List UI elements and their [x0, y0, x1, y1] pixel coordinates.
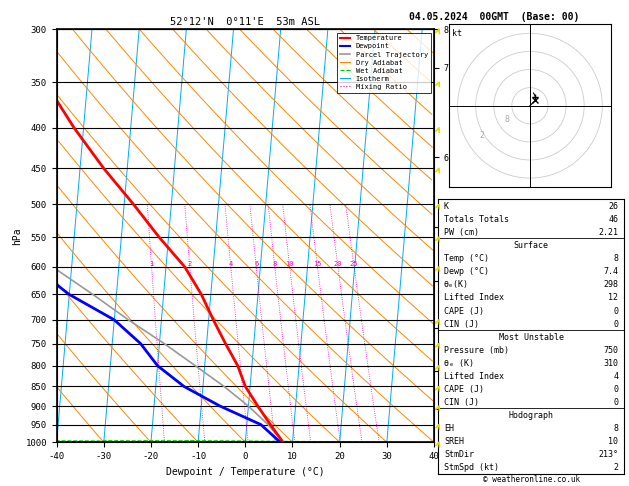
- Text: PW (cm): PW (cm): [444, 228, 479, 237]
- Text: 4: 4: [613, 372, 618, 381]
- Text: 10: 10: [286, 261, 294, 267]
- Text: 1: 1: [150, 261, 153, 267]
- Text: StmSpd (kt): StmSpd (kt): [444, 464, 499, 472]
- Text: 0: 0: [613, 320, 618, 329]
- Text: 4: 4: [229, 261, 233, 267]
- Text: kt: kt: [452, 29, 462, 38]
- Text: 310: 310: [603, 359, 618, 368]
- Text: CAPE (J): CAPE (J): [444, 307, 484, 315]
- Text: 213°: 213°: [598, 451, 618, 459]
- Text: 10: 10: [608, 437, 618, 446]
- Text: LCL: LCL: [438, 435, 452, 445]
- Text: 12: 12: [608, 294, 618, 302]
- Text: EH: EH: [444, 424, 454, 433]
- Text: 7.4: 7.4: [603, 267, 618, 277]
- Text: 46: 46: [608, 215, 618, 224]
- Text: 8: 8: [613, 254, 618, 263]
- Text: 2.21: 2.21: [598, 228, 618, 237]
- Text: © weatheronline.co.uk: © weatheronline.co.uk: [483, 474, 580, 484]
- Text: Lifted Index: Lifted Index: [444, 294, 504, 302]
- Text: 0: 0: [613, 385, 618, 394]
- Text: 2: 2: [479, 131, 484, 140]
- Text: CIN (J): CIN (J): [444, 398, 479, 407]
- Text: K: K: [444, 202, 449, 211]
- Text: StmDir: StmDir: [444, 451, 474, 459]
- Text: 0: 0: [613, 307, 618, 315]
- Text: SREH: SREH: [444, 437, 464, 446]
- Text: 8: 8: [273, 261, 277, 267]
- Text: Surface: Surface: [514, 241, 548, 250]
- Text: 6: 6: [254, 261, 259, 267]
- Text: Pressure (mb): Pressure (mb): [444, 346, 509, 355]
- Text: θₑ (K): θₑ (K): [444, 359, 474, 368]
- Text: Hodograph: Hodograph: [509, 411, 554, 420]
- Legend: Temperature, Dewpoint, Parcel Trajectory, Dry Adiabat, Wet Adiabat, Isotherm, Mi: Temperature, Dewpoint, Parcel Trajectory…: [337, 33, 430, 93]
- Text: 2: 2: [187, 261, 192, 267]
- Text: 8: 8: [504, 115, 509, 124]
- Title: 52°12'N  0°11'E  53m ASL: 52°12'N 0°11'E 53m ASL: [170, 17, 320, 27]
- Text: 0: 0: [613, 398, 618, 407]
- Text: 8: 8: [613, 424, 618, 433]
- Text: Totals Totals: Totals Totals: [444, 215, 509, 224]
- Text: 298: 298: [603, 280, 618, 289]
- X-axis label: Dewpoint / Temperature (°C): Dewpoint / Temperature (°C): [166, 467, 325, 477]
- Text: θₑ(K): θₑ(K): [444, 280, 469, 289]
- Text: 750: 750: [603, 346, 618, 355]
- Y-axis label: km
ASL: km ASL: [452, 228, 471, 243]
- Text: 04.05.2024  00GMT  (Base: 00): 04.05.2024 00GMT (Base: 00): [409, 12, 579, 22]
- Text: Most Unstable: Most Unstable: [499, 333, 564, 342]
- Text: Dewp (°C): Dewp (°C): [444, 267, 489, 277]
- Text: 25: 25: [350, 261, 359, 267]
- Text: 20: 20: [333, 261, 342, 267]
- Text: CAPE (J): CAPE (J): [444, 385, 484, 394]
- Text: Temp (°C): Temp (°C): [444, 254, 489, 263]
- Text: 2: 2: [613, 464, 618, 472]
- Y-axis label: hPa: hPa: [13, 227, 23, 244]
- Text: 15: 15: [313, 261, 322, 267]
- Text: CIN (J): CIN (J): [444, 320, 479, 329]
- Text: 26: 26: [608, 202, 618, 211]
- Text: Lifted Index: Lifted Index: [444, 372, 504, 381]
